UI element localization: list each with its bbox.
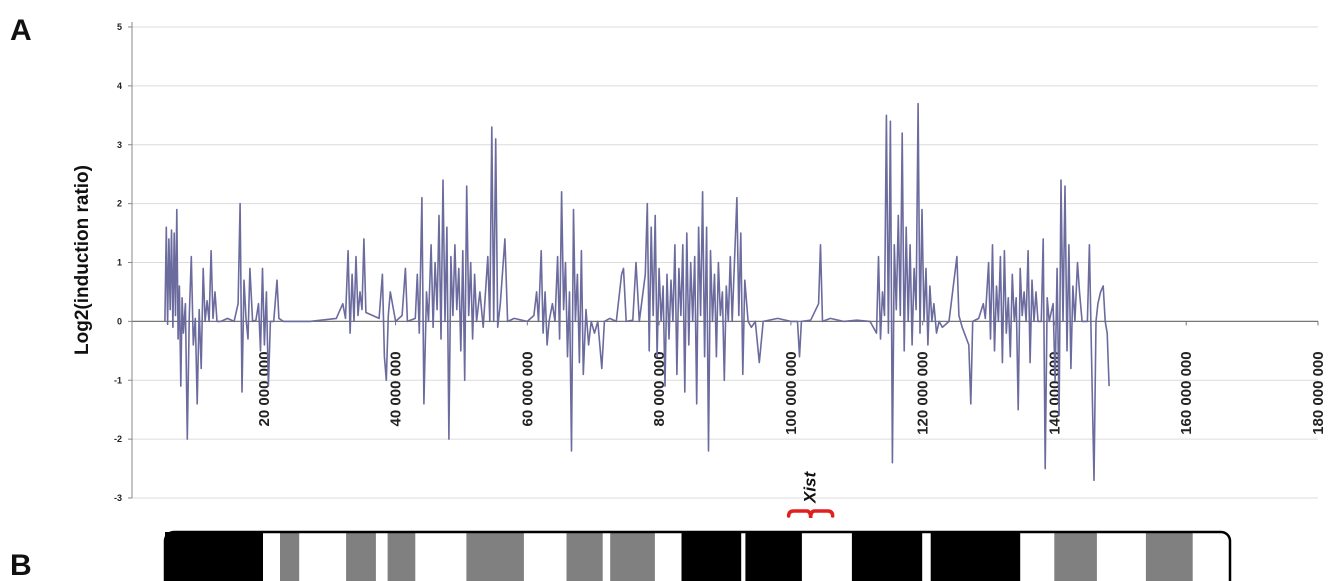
panel-label-b: B xyxy=(10,549,32,581)
ideogram-band xyxy=(922,532,932,581)
ideogram-band xyxy=(681,532,742,581)
ideogram-band xyxy=(263,532,281,581)
ideogram-band xyxy=(1145,532,1194,581)
panel-label-a: A xyxy=(10,14,32,47)
ideogram-band xyxy=(851,532,923,581)
ideogram-band xyxy=(415,532,467,581)
x-tick-label: 80 000 000 xyxy=(651,351,668,426)
x-tick-labels: 20 000 000 40 000 000 60 000 000 80 000 000… xyxy=(256,321,1327,435)
ideogram-band xyxy=(1096,532,1147,581)
ideogram-band xyxy=(280,532,300,581)
y-tick-labels: -3 -2 -1 0 1 2 3 4 5 xyxy=(114,22,122,503)
chromosome-ideogram xyxy=(163,530,1232,581)
ideogram-band xyxy=(346,532,377,581)
series-line-0 xyxy=(164,102,1110,482)
y-tick-label: 4 xyxy=(117,81,122,91)
xist-brace xyxy=(786,509,835,519)
ideogram-band xyxy=(466,532,525,581)
x-tick-label: 120 000 000 xyxy=(915,351,932,434)
x-tick-label: 40 000 000 xyxy=(388,351,405,426)
xist-label: Xist xyxy=(801,470,820,504)
x-tick-label: 180 000 000 xyxy=(1310,351,1327,434)
ideogram-band xyxy=(745,532,803,581)
ideogram-band xyxy=(566,532,604,581)
ideogram-band xyxy=(165,532,264,581)
x-tick-label: 60 000 000 xyxy=(519,351,536,426)
y-tick-label: 3 xyxy=(117,140,122,150)
y-tick-label: -1 xyxy=(114,375,122,385)
x-tick-label: 20 000 000 xyxy=(256,351,273,426)
x-tick-label: 160 000 000 xyxy=(1178,351,1195,434)
ideogram-band xyxy=(602,532,611,581)
data-series xyxy=(164,102,1110,482)
ideogram-band xyxy=(801,532,853,581)
y-axis-label: Log2(induction ratio) xyxy=(72,165,93,355)
ideogram-band xyxy=(930,532,1021,581)
ideogram-band xyxy=(299,532,347,581)
xist-annotation: Xist xyxy=(786,470,835,519)
ideogram-band xyxy=(654,532,682,581)
ideogram-band xyxy=(741,532,746,581)
ideogram-band xyxy=(387,532,416,581)
ideogram-band xyxy=(1054,532,1098,581)
y-tick-label: 2 xyxy=(117,199,122,209)
x-tick-label: 100 000 000 xyxy=(783,351,800,434)
y-tick-label: 5 xyxy=(117,22,122,32)
ideogram-band xyxy=(375,532,388,581)
y-tick-label: -3 xyxy=(114,493,122,503)
ideogram-band xyxy=(610,532,656,581)
ideogram-band xyxy=(1020,532,1055,581)
y-tick-label: 1 xyxy=(117,258,122,268)
ideogram-band xyxy=(1192,532,1231,581)
y-tick-label: -2 xyxy=(114,434,122,444)
ideogram-outline xyxy=(163,530,1232,581)
ideogram-band xyxy=(523,532,567,581)
y-tick-label: 0 xyxy=(117,316,122,326)
gridlines xyxy=(128,26,1318,499)
